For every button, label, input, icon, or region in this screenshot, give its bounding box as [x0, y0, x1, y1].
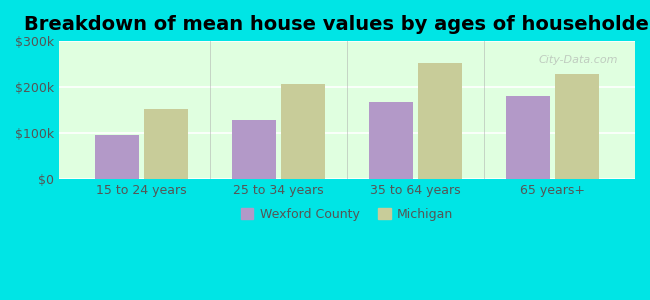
Bar [95, 135, 138, 179]
Bar [419, 63, 462, 179]
Bar [369, 102, 413, 179]
Title: Breakdown of mean house values by ages of householders: Breakdown of mean house values by ages o… [24, 15, 650, 34]
Bar [506, 95, 550, 179]
Text: City-Data.com: City-Data.com [538, 55, 617, 65]
Bar [556, 74, 599, 179]
Legend: Wexford County, Michigan: Wexford County, Michigan [236, 203, 458, 226]
Bar [281, 84, 325, 179]
Bar [144, 110, 188, 179]
Bar [232, 119, 276, 179]
